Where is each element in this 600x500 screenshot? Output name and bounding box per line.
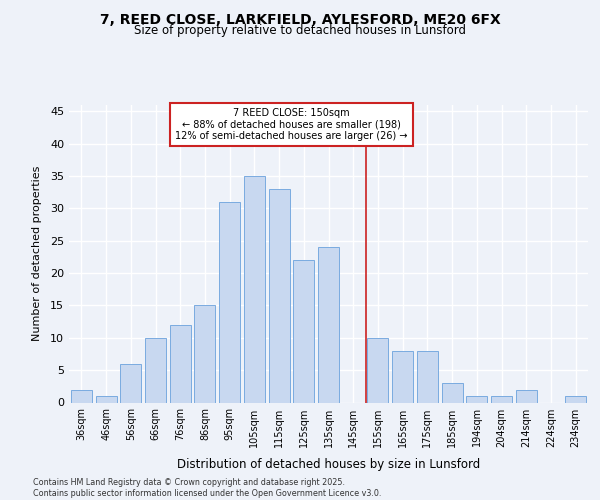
Text: Contains HM Land Registry data © Crown copyright and database right 2025.
Contai: Contains HM Land Registry data © Crown c… [33,478,382,498]
Bar [516,390,537,402]
Bar [170,325,191,402]
Bar [466,396,487,402]
Bar [71,390,92,402]
Bar [293,260,314,402]
Bar [269,189,290,402]
Bar [145,338,166,402]
Bar [367,338,388,402]
Text: 7 REED CLOSE: 150sqm
← 88% of detached houses are smaller (198)
12% of semi-deta: 7 REED CLOSE: 150sqm ← 88% of detached h… [175,108,407,142]
Bar [565,396,586,402]
Bar [318,248,339,402]
Bar [417,351,438,403]
Text: Size of property relative to detached houses in Lunsford: Size of property relative to detached ho… [134,24,466,37]
X-axis label: Distribution of detached houses by size in Lunsford: Distribution of detached houses by size … [177,458,480,471]
Bar [392,351,413,403]
Bar [491,396,512,402]
Bar [95,396,116,402]
Bar [194,306,215,402]
Bar [120,364,141,403]
Y-axis label: Number of detached properties: Number of detached properties [32,166,41,342]
Bar [219,202,240,402]
Bar [442,383,463,402]
Bar [244,176,265,402]
Text: 7, REED CLOSE, LARKFIELD, AYLESFORD, ME20 6FX: 7, REED CLOSE, LARKFIELD, AYLESFORD, ME2… [100,12,500,26]
